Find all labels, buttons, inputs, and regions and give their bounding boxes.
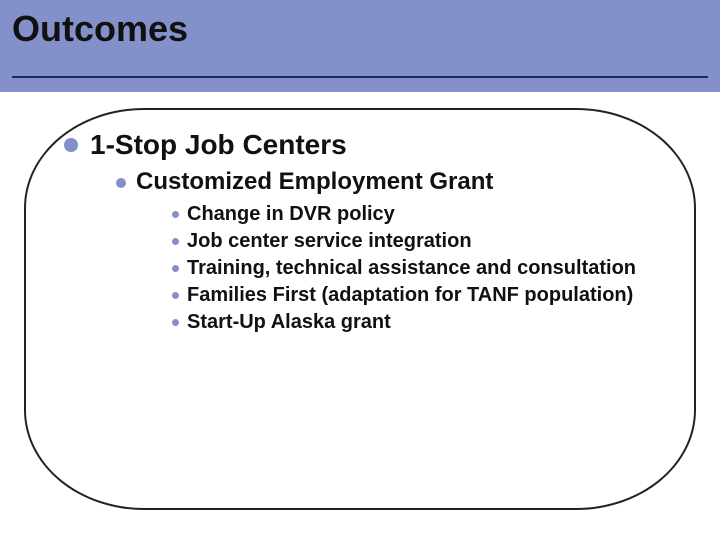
- slide: Outcomes 1-Stop Job Centers Customized E…: [0, 0, 720, 540]
- bullet-icon: [116, 178, 126, 188]
- bullet-icon: [64, 138, 78, 152]
- lvl2-text: Customized Employment Grant: [136, 168, 493, 197]
- list-item-lvl3: Change in DVR policy: [172, 202, 646, 227]
- content-box: 1-Stop Job Centers Customized Employment…: [24, 108, 696, 510]
- bullet-icon: [172, 211, 179, 218]
- slide-title: Outcomes: [0, 0, 720, 50]
- lvl3-text: Families First (adaptation for TANF popu…: [187, 283, 633, 308]
- bullet-icon: [172, 292, 179, 299]
- list-item-lvl3: Training, technical assistance and consu…: [172, 256, 646, 281]
- bullet-icon: [172, 238, 179, 245]
- bullet-icon: [172, 319, 179, 326]
- list-item-lvl2: Customized Employment Grant: [116, 168, 646, 197]
- title-underline: [12, 76, 708, 78]
- list-item-lvl3: Job center service integration: [172, 229, 646, 254]
- list-item-lvl1: 1-Stop Job Centers: [64, 128, 646, 162]
- lvl3-text: Start-Up Alaska grant: [187, 310, 391, 335]
- lvl1-text: 1-Stop Job Centers: [90, 128, 347, 162]
- lvl3-list: Change in DVR policy Job center service …: [172, 202, 646, 335]
- bullet-icon: [172, 265, 179, 272]
- lvl3-text: Job center service integration: [187, 229, 472, 254]
- lvl3-text: Change in DVR policy: [187, 202, 395, 227]
- lvl3-text: Training, technical assistance and consu…: [187, 256, 636, 281]
- list-item-lvl3: Start-Up Alaska grant: [172, 310, 646, 335]
- list-item-lvl3: Families First (adaptation for TANF popu…: [172, 283, 646, 308]
- title-bar: Outcomes: [0, 0, 720, 92]
